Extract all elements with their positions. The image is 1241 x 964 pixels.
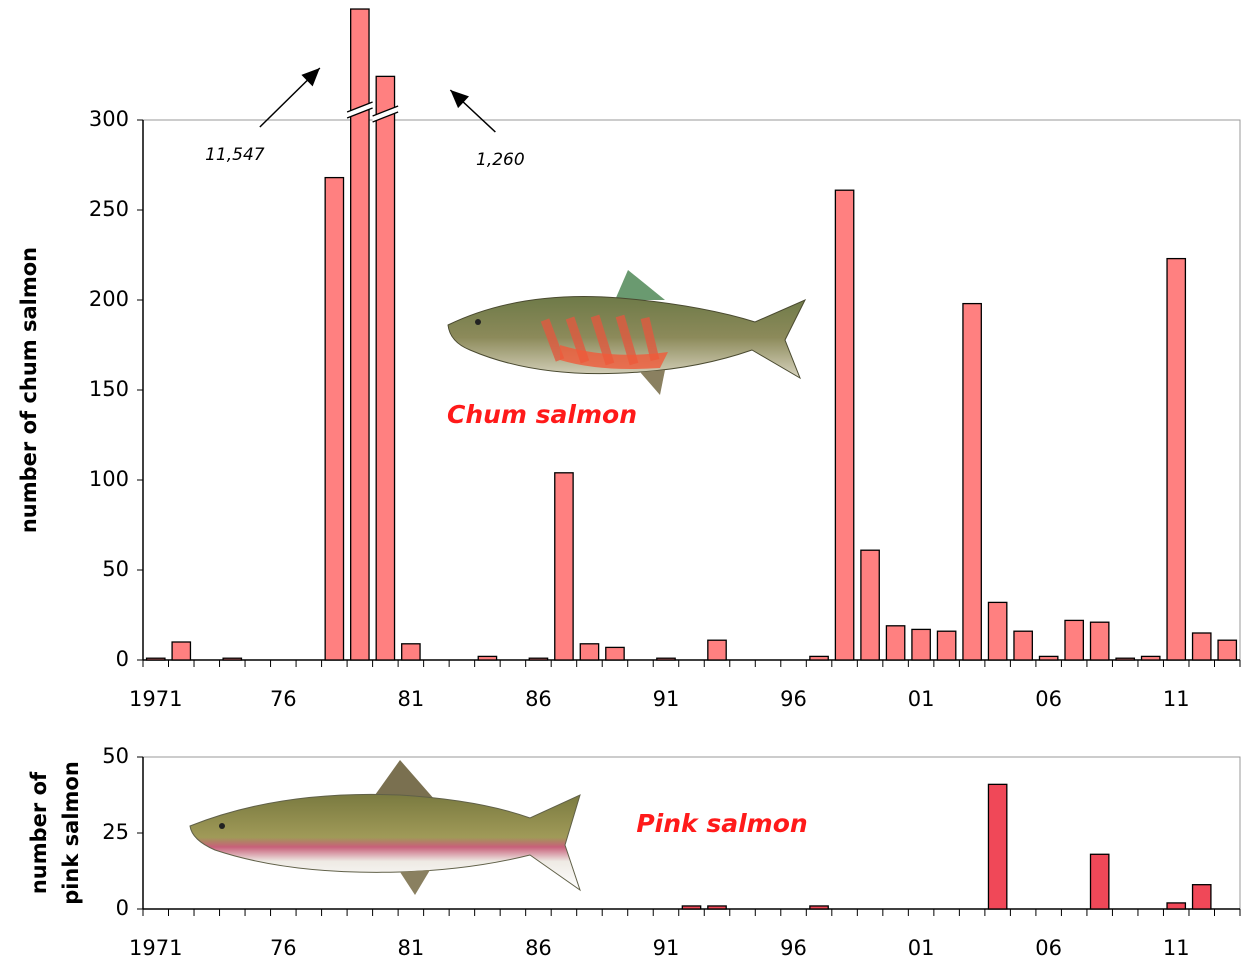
x-tick-label: 06 (1035, 936, 1062, 960)
bar (886, 626, 904, 660)
bar (912, 629, 930, 660)
bar (937, 631, 955, 660)
x-tick-label: 86 (525, 687, 552, 711)
x-tick-label: 76 (270, 687, 297, 711)
bar (861, 550, 879, 660)
y-tick-label: 0 (116, 647, 129, 671)
x-tick-label: 06 (1035, 687, 1062, 711)
y-tick-label: 50 (102, 557, 129, 581)
y-tick-label: 50 (102, 744, 129, 768)
y-axis-label: pink salmon (59, 761, 83, 905)
bar (606, 647, 624, 660)
bar (376, 76, 394, 660)
bar (682, 906, 700, 909)
bar (1039, 656, 1057, 660)
bar (325, 178, 343, 660)
bar (1116, 658, 1134, 660)
x-tick-label: 86 (525, 936, 552, 960)
bar (1091, 854, 1109, 909)
y-tick-label: 25 (102, 820, 129, 844)
bar (147, 658, 165, 660)
y-tick-label: 100 (89, 467, 129, 491)
bar (1065, 620, 1083, 660)
x-tick-label: 1971 (129, 936, 182, 960)
x-tick-label: 11 (1163, 687, 1190, 711)
x-tick-label: 96 (780, 687, 807, 711)
x-tick-label: 91 (653, 687, 680, 711)
bar (1091, 622, 1109, 660)
bar (1193, 885, 1211, 909)
x-tick-label: 91 (653, 936, 680, 960)
bar (1014, 631, 1032, 660)
plot-area (143, 120, 1240, 660)
y-tick-label: 250 (89, 197, 129, 221)
value-label: 1,260 (476, 150, 525, 170)
bar (657, 658, 675, 660)
bar (708, 640, 726, 660)
x-tick-label: 81 (398, 936, 425, 960)
x-tick-label: 01 (908, 687, 935, 711)
y-axis-label: number of chum salmon (17, 247, 41, 533)
bar (810, 906, 828, 909)
bar (555, 473, 573, 660)
pink-salmon-image (190, 760, 580, 895)
species-label: Chum salmon (447, 400, 637, 429)
y-tick-label: 300 (89, 107, 129, 131)
bar (172, 642, 190, 660)
x-tick-label: 11 (1163, 936, 1190, 960)
bar (988, 602, 1006, 660)
bar (580, 644, 598, 660)
bar (1142, 656, 1160, 660)
x-tick-label: 96 (780, 936, 807, 960)
bar (1193, 633, 1211, 660)
bar (478, 656, 496, 660)
species-label: Pink salmon (636, 809, 807, 838)
bar (963, 304, 981, 660)
bar (223, 658, 241, 660)
chum-salmon-image (448, 270, 805, 395)
bar (1167, 903, 1185, 909)
y-tick-label: 200 (89, 287, 129, 311)
bar (529, 658, 547, 660)
chart: 050100150200250300number of chum salmonC… (0, 0, 1241, 964)
x-tick-label: 01 (908, 936, 935, 960)
bar (402, 644, 420, 660)
bar (835, 190, 853, 660)
bar (1167, 259, 1185, 660)
bar (708, 906, 726, 909)
bar (1218, 640, 1236, 660)
x-tick-label: 76 (270, 936, 297, 960)
y-tick-label: 0 (116, 896, 129, 920)
y-tick-label: 150 (89, 377, 129, 401)
y-axis-label: number of (27, 771, 51, 894)
bar (810, 656, 828, 660)
x-tick-label: 81 (398, 687, 425, 711)
bar (988, 784, 1006, 909)
x-tick-label: 1971 (129, 687, 182, 711)
value-label: 11,547 (205, 145, 265, 165)
